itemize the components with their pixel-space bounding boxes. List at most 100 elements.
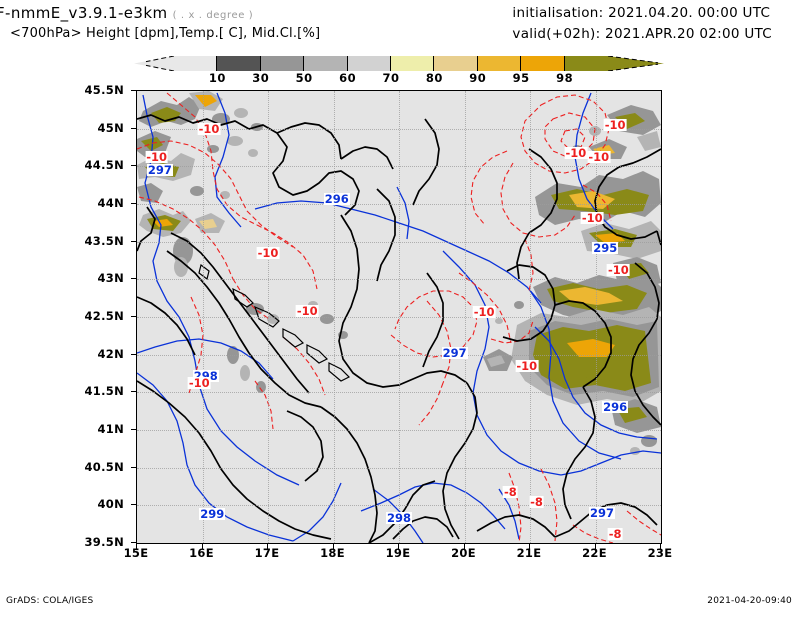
height-contour-label: 297	[441, 346, 468, 361]
x-axis-tick-mark	[398, 543, 399, 549]
x-axis-tick-mark	[660, 543, 661, 549]
gridline-horizontal	[137, 166, 661, 168]
colorbar-segment	[390, 56, 435, 71]
x-axis-tick-mark	[594, 543, 596, 549]
temperature-contour-label: -10	[564, 145, 588, 160]
y-axis-tick-label: 45N	[97, 120, 124, 135]
temperature-contour-label: -10	[145, 150, 169, 165]
temperature-contour-label: -10	[197, 121, 221, 136]
height-contour-label: 297	[589, 505, 616, 520]
height-contour-label: 297	[146, 163, 173, 178]
y-axis-tick-mark	[131, 165, 137, 167]
y-axis-labels: 45.5N 45N 44.5N 44N 43.5N 43N 42.5N 42N 41.5N 41N…	[60, 83, 132, 549]
map-plot-area: 297296298299295297296298297-10-10-10-10-…	[136, 90, 662, 544]
y-axis-tick-label: 45.5N	[84, 83, 124, 97]
height-contours	[137, 92, 661, 543]
field-description: <700hPa> Height [dpm],Temp.[ C], Mid.Cl.…	[10, 26, 321, 41]
colorbar-tick: 70	[382, 71, 400, 85]
x-axis-tick-label: 17E	[254, 546, 280, 560]
y-axis-tick-label: 44.5N	[84, 158, 124, 173]
colorbar-tick-labels: 10 30 50 60 70 80 90 95 98	[134, 71, 664, 85]
y-axis-tick-label: 40N	[97, 497, 124, 512]
x-axis-tick-mark	[463, 543, 465, 549]
temperature-contour-label: -10	[607, 263, 630, 278]
x-axis-tick-mark	[201, 543, 203, 549]
y-axis-tick-mark	[131, 127, 137, 129]
coastline-borders	[137, 114, 661, 543]
x-axis-tick-mark	[529, 543, 530, 549]
temperature-contour-label: -10	[472, 304, 496, 319]
colorbar-tick: 95	[512, 71, 530, 85]
y-axis-tick-label: 43N	[97, 271, 124, 286]
height-contour-label: 296	[323, 191, 350, 206]
gridline-horizontal	[137, 204, 661, 206]
temperature-contour-label: -8	[529, 494, 544, 509]
y-axis-tick-mark	[131, 429, 137, 430]
model-name: F-nmmE_v3.9.1-e3km	[0, 4, 168, 22]
model-resolution: ( . x . degree )	[172, 10, 254, 21]
y-axis-tick-label: 39.5N	[84, 535, 124, 549]
temperature-contour-label: -10	[587, 150, 611, 165]
colorbar-segment	[304, 56, 348, 71]
x-axis-tick-label: 18E	[320, 546, 345, 560]
model-title-line: F-nmmE_v3.9.1-e3km ( . x . degree )	[0, 4, 436, 22]
y-axis-tick-label: 41N	[97, 422, 124, 436]
temperature-contour-label: -10	[256, 245, 280, 260]
gridline-horizontal	[137, 128, 661, 131]
y-axis-tick-mark	[131, 504, 137, 506]
colorbar-high-cap-icon	[608, 56, 664, 71]
temperature-contour-label: -8	[607, 526, 623, 541]
gridline-horizontal	[137, 354, 661, 357]
initialisation-time: initialisation: 2021.04.20. 00:00 UTC	[512, 5, 771, 21]
gridline-horizontal	[137, 279, 661, 281]
gridline-horizontal	[137, 317, 661, 319]
colorbar-tick: 90	[469, 71, 487, 85]
x-axis-tick-label: 16E	[189, 546, 214, 560]
height-contour-label: 299	[199, 507, 226, 522]
colorbar-tick: 98	[556, 71, 574, 85]
y-axis-tick-mark	[131, 391, 137, 393]
grads-credit: GrADS: COLA/IGES	[6, 596, 94, 606]
gridline-horizontal	[137, 392, 661, 394]
colorbar-segment	[347, 56, 391, 71]
colorbar-segment	[217, 56, 261, 71]
y-axis-tick-mark	[131, 278, 137, 280]
colorbar-tick: 50	[295, 71, 313, 85]
colorbar-tick: 10	[208, 71, 226, 85]
y-axis-tick-label: 43.5N	[84, 233, 124, 248]
x-axis-tick-label: 21E	[516, 546, 542, 560]
gridline-horizontal	[137, 467, 661, 470]
colorbar-tick: 60	[339, 71, 357, 85]
y-axis-tick-mark	[131, 353, 137, 355]
gridline-horizontal	[137, 241, 661, 244]
colorbar-segment	[174, 56, 218, 71]
gridline-horizontal	[137, 505, 661, 507]
y-axis-tick-mark	[131, 316, 137, 317]
render-timestamp: 2021-04-20-09:40	[707, 596, 792, 606]
colorbar-tick: 80	[425, 71, 443, 85]
colorbar: 10 30 50 60 70 80 90 95 98	[134, 56, 664, 85]
gridline-horizontal	[137, 430, 661, 432]
y-axis-tick-label: 44N	[97, 196, 124, 210]
y-axis-tick-mark	[131, 90, 137, 91]
y-axis-tick-mark	[131, 203, 137, 204]
colorbar-segment	[564, 56, 608, 71]
x-axis-labels: 15E 16E 17E 18E 19E 20E 21E 22E 23E	[124, 546, 672, 564]
temperature-contour-label: -10	[603, 117, 627, 132]
y-axis-tick-label: 42N	[97, 346, 124, 361]
x-axis-tick-label: 19E	[385, 546, 411, 560]
valid-time: valid(+02h): 2021.APR.20 02:00 UTC	[512, 26, 772, 42]
colorbar-segment	[434, 56, 478, 71]
colorbar-low-cap-icon	[134, 56, 174, 71]
colorbar-tick: 30	[252, 71, 270, 85]
y-axis-tick-mark	[131, 240, 137, 242]
y-axis-tick-mark	[131, 542, 137, 543]
temperature-contour-label: -10	[187, 375, 211, 390]
x-axis-tick-label: 22E	[582, 546, 607, 560]
island-outlines	[198, 263, 351, 382]
header-right: initialisation: 2021.04.20. 00:00 UTC va…	[512, 5, 772, 42]
header-left: F-nmmE_v3.9.1-e3km ( . x . degree ) <700…	[0, 4, 436, 41]
height-contour-label: 295	[592, 240, 619, 255]
colorbar-segment	[260, 56, 305, 71]
